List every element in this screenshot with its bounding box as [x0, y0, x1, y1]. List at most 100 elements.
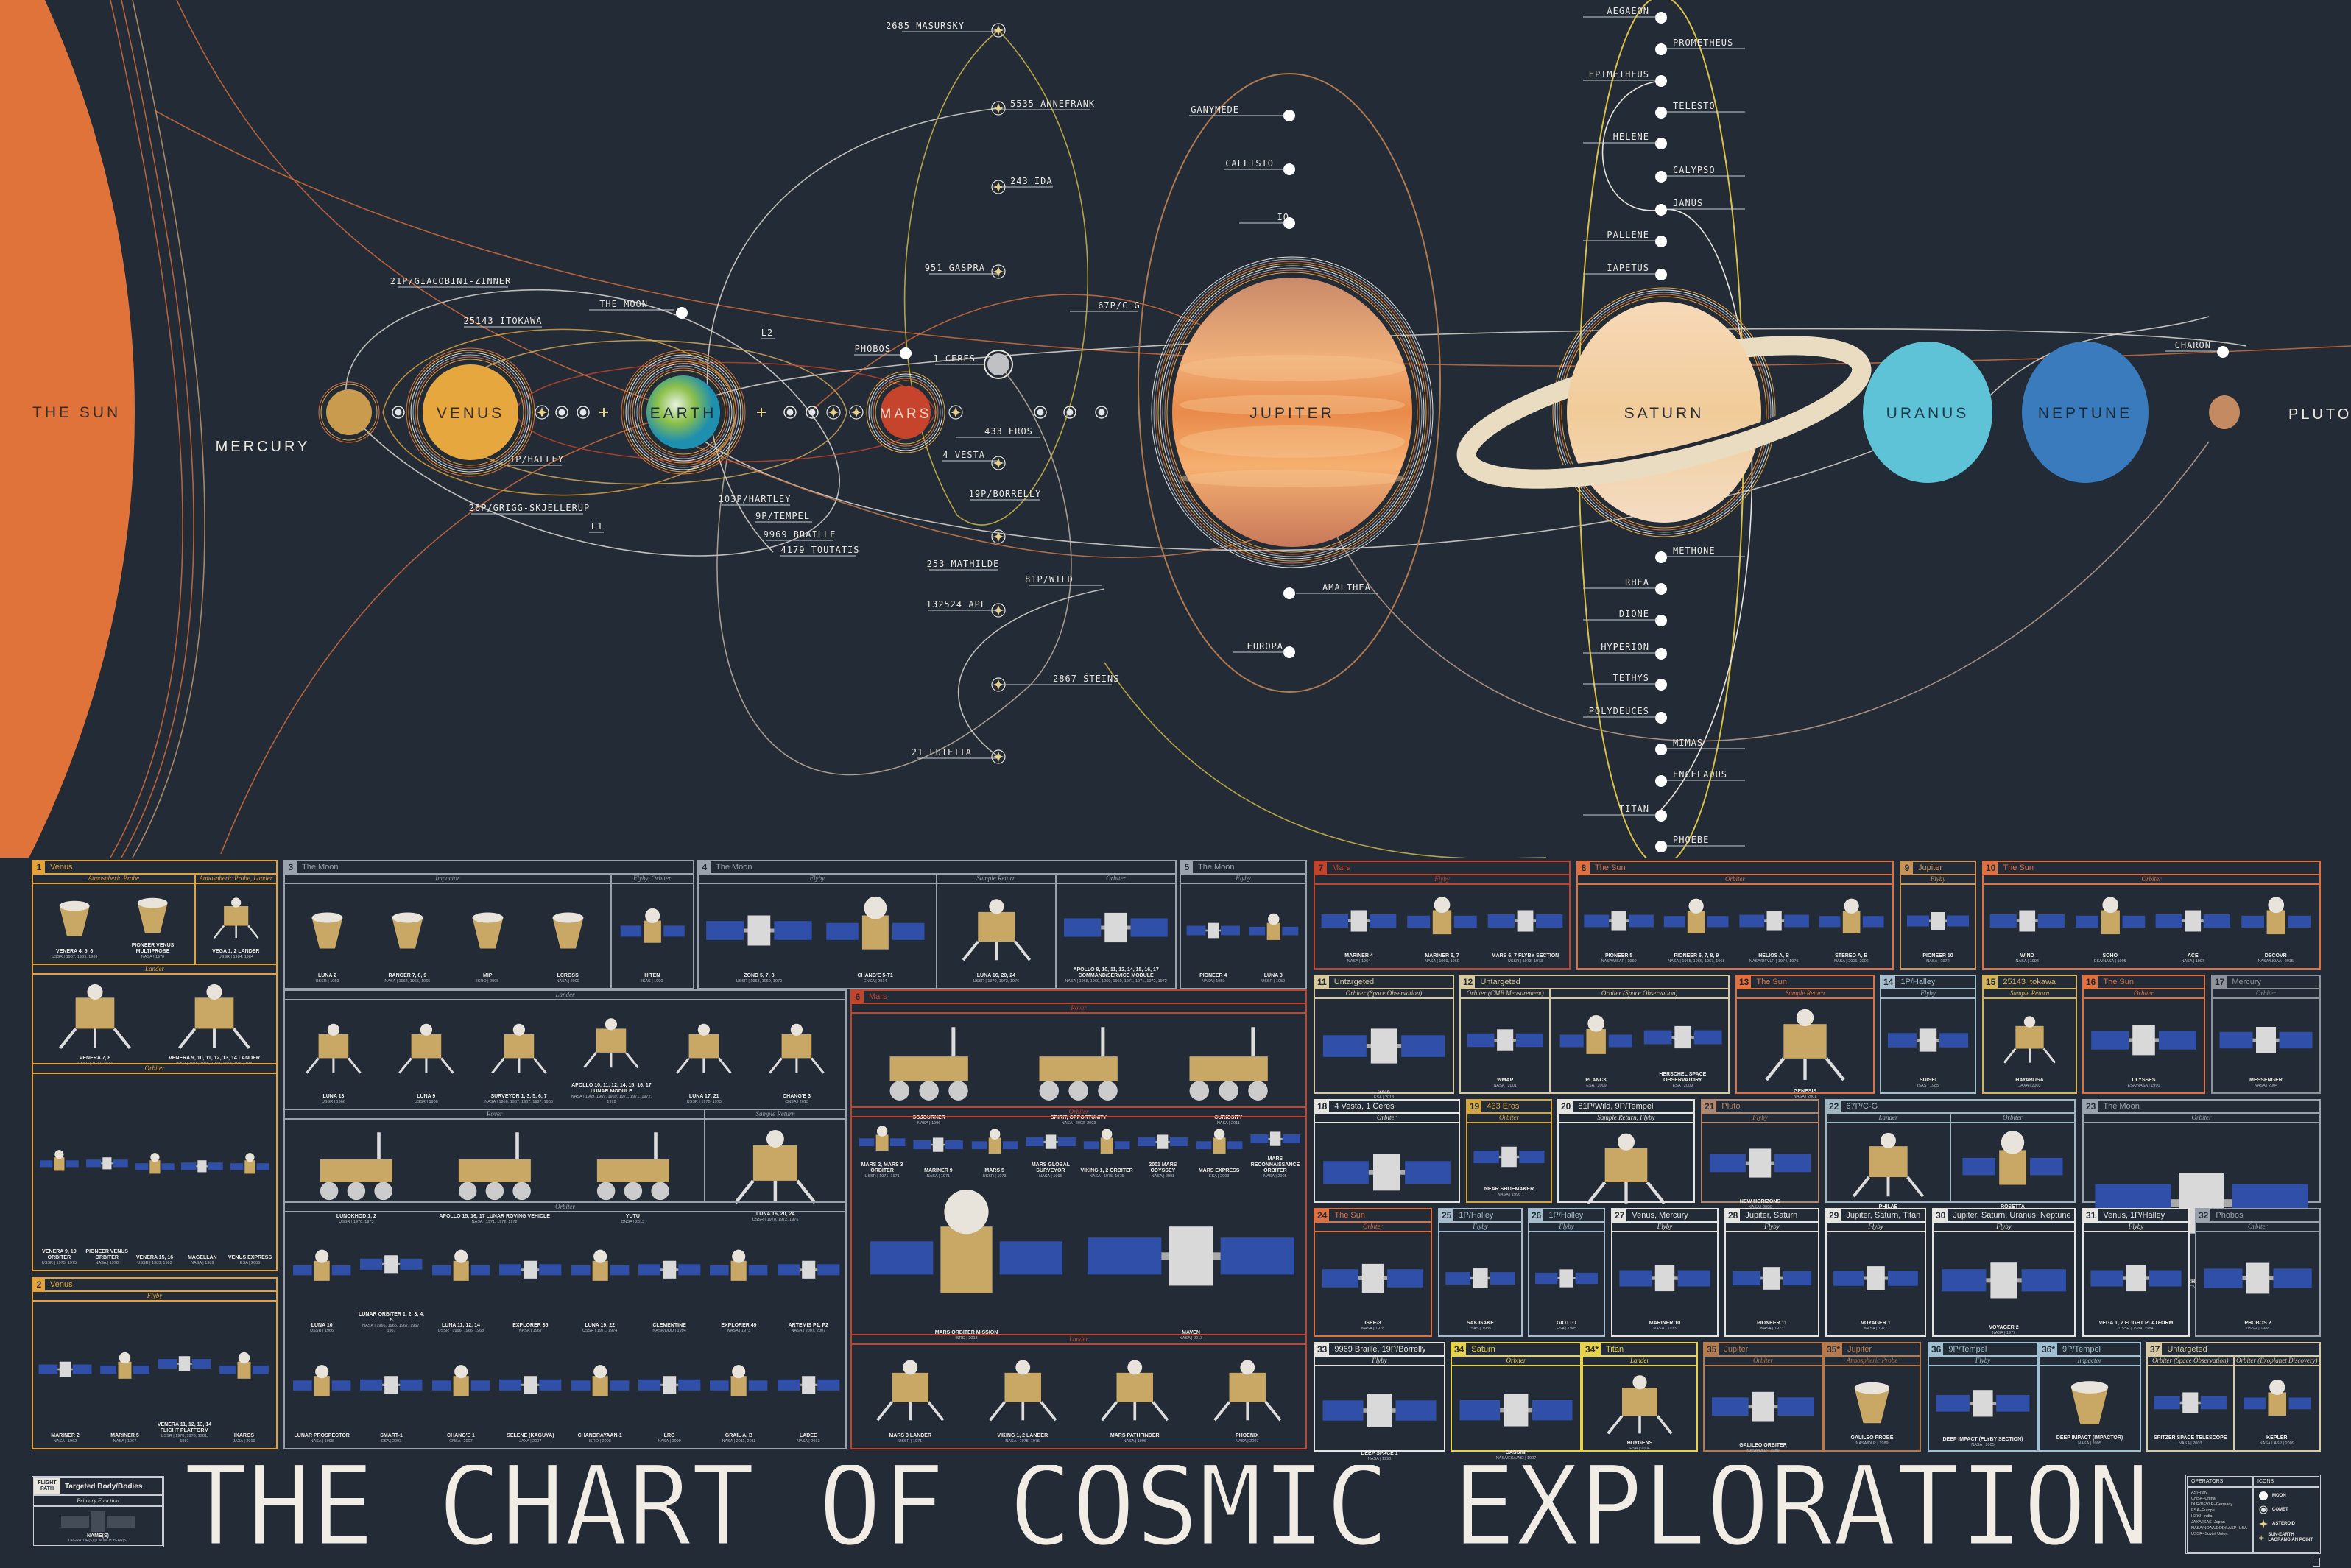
spacecraft-item[interactable]: MARINER 4 NASA | 1964 — [1317, 887, 1400, 966]
spacecraft-item[interactable]: SMART-1 ESA | 2003 — [356, 1335, 426, 1446]
spacecraft-item[interactable]: MARS EXPRESS ESA | 2003 — [1191, 1120, 1247, 1181]
prometheus-icon[interactable] — [1655, 43, 1667, 55]
ganymede-icon[interactable] — [1283, 110, 1295, 121]
spacecraft-item[interactable]: GIOTTO ESA | 1985 — [1532, 1235, 1601, 1333]
spacecraft-item[interactable]: PHOENIX NASA | 2007 — [1191, 1347, 1304, 1446]
titan-icon[interactable] — [1655, 810, 1667, 822]
spacecraft-item[interactable]: SUISEI ISAS | 1985 — [1883, 1001, 1973, 1090]
spacecraft-item[interactable]: NEAR SHOEMAKER NASA | 1996 — [1470, 1126, 1548, 1199]
9p-tempel-icon[interactable] — [806, 406, 819, 419]
spacecraft-item[interactable]: MARINER 5 NASA | 1967 — [95, 1304, 155, 1446]
spacecraft-item[interactable]: CURIOSITY NASA | 2011 — [1154, 1016, 1303, 1128]
spacecraft-item[interactable]: HUYGENS ESA | 2004 — [1585, 1369, 1694, 1453]
103p-hartley-icon[interactable] — [783, 406, 797, 419]
spacecraft-item[interactable]: PIONEER 11 NASA | 1973 — [1728, 1235, 1816, 1333]
iapetus-icon[interactable] — [1655, 269, 1667, 280]
io-icon[interactable] — [1283, 217, 1295, 229]
l2-icon[interactable] — [757, 408, 766, 417]
19p-borrelly-icon[interactable] — [1034, 406, 1047, 419]
spacecraft-item[interactable]: ACE NASA | 1997 — [2151, 887, 2235, 966]
spacecraft-item[interactable]: YUTU CNSA | 2013 — [564, 1122, 702, 1226]
spacecraft-item[interactable]: NEW HORIZONS NASA | 2006 — [1705, 1126, 1816, 1212]
spacecraft-item[interactable]: PIONEER 5 NASA/USAF | 1960 — [1580, 887, 1657, 966]
21p-giacobini-zinner-icon[interactable] — [392, 406, 405, 419]
spacecraft-item[interactable]: WMAP NASA | 2001 — [1463, 1001, 1547, 1090]
9969-braille-icon[interactable] — [826, 405, 841, 420]
2685-masursky-icon[interactable] — [991, 23, 1006, 38]
spacecraft-item[interactable]: MARS 3 LANDER USSR | 1971 — [854, 1347, 967, 1446]
spacecraft-item[interactable]: MARS 5 USSR | 1973 — [967, 1120, 1023, 1181]
enceladus-icon[interactable] — [1655, 775, 1667, 787]
spacecraft-item[interactable]: CHANG'E 1 CNSA | 2007 — [426, 1335, 496, 1446]
spacecraft-item[interactable]: VENERA 15, 16 USSR | 1983, 1983 — [131, 1076, 179, 1268]
spacecraft-item[interactable]: PIONEER VENUS MULTIPROBE NASA | 1978 — [113, 886, 191, 961]
4-vesta-icon[interactable] — [991, 456, 1006, 470]
spacecraft-item[interactable]: VENUS EXPRESS ESA | 2005 — [226, 1076, 274, 1268]
rhea-icon[interactable] — [1655, 583, 1667, 595]
spacecraft-item[interactable]: MESSENGER NASA | 2004 — [2215, 1001, 2317, 1090]
spacecraft-item[interactable]: LRO NASA | 2009 — [635, 1335, 704, 1446]
spacecraft-item[interactable]: IKAROS JAXA | 2010 — [214, 1304, 274, 1446]
81p-wild-icon[interactable] — [1095, 406, 1108, 419]
spacecraft-item[interactable]: VIKING 1, 2 LANDER NASA | 1975, 1975 — [967, 1347, 1079, 1446]
spacecraft-item[interactable]: DSCOVR NASA/NOAA | 2015 — [2235, 887, 2318, 966]
spacecraft-item[interactable]: MARINER 6, 7 NASA | 1969, 1969 — [1400, 887, 1484, 966]
5535-annefrank-icon[interactable] — [991, 101, 1006, 116]
spacecraft-item[interactable]: PIONEER 10 NASA | 1972 — [1903, 887, 1973, 966]
spacecraft-item[interactable]: LUNA 16, 20, 24 USSR | 1970, 1972, 1976 — [940, 886, 1054, 986]
spacecraft-item[interactable]: MAGELLAN NASA | 1989 — [178, 1076, 226, 1268]
the-moon-icon[interactable] — [676, 307, 688, 319]
spacecraft-item[interactable]: VOYAGER 1 NASA | 1977 — [1829, 1235, 1922, 1333]
spacecraft-item[interactable]: HELIOS A, B NASA/DFVLR | 1974, 1976 — [1735, 887, 1813, 966]
spacecraft-item[interactable]: MARINER 9 NASA | 1971 — [910, 1120, 966, 1181]
spacecraft-item[interactable]: LUNOKHOD 1, 2 USSR | 1970, 1973 — [287, 1122, 426, 1226]
spacecraft-item[interactable]: ROSETTAESA | 2004 — [1953, 1126, 2072, 1217]
spacecraft-item[interactable]: GALILEO PROBE NASA/DLR | 1989 — [1827, 1369, 1917, 1448]
spacecraft-item[interactable]: CHANG'E 5-T1 CNSA | 2014 — [817, 886, 934, 986]
spacecraft-item[interactable]: PIONEER 6, 7, 8, 9 NASA | 1965, 1966, 196… — [1657, 887, 1735, 966]
spacecraft-item[interactable]: MARINER 2 NASA | 1962 — [35, 1304, 95, 1446]
phoebe-icon[interactable] — [1655, 841, 1667, 852]
spacecraft-item[interactable]: APOLLO 8, 10, 11, 12, 14, 15, 16, 17 COM… — [1059, 886, 1173, 986]
calypso-icon[interactable] — [1655, 171, 1667, 183]
spacecraft-item[interactable]: MARS GLOBAL SURVEYOR NASA | 1996 — [1023, 1120, 1079, 1181]
spacecraft-item[interactable]: LUNAR PROSPECTOR NASA | 1998 — [287, 1335, 356, 1446]
spacecraft-item[interactable]: WIND NASA | 1994 — [1986, 887, 2069, 966]
spacecraft-item[interactable]: CLEMENTINE NASA/DOD | 1994 — [635, 1215, 704, 1336]
spacecraft-item[interactable]: HAYABUSA JAXA | 2003 — [1986, 1001, 2073, 1090]
spacecraft-item[interactable]: VENERA 9, 10, 11, 12, 13, 14 LANDER USSR … — [155, 977, 274, 1068]
spacecraft-item[interactable]: CHANG'E 3 CNSA | 2013 — [750, 1003, 843, 1106]
1p-halley-icon[interactable] — [555, 406, 568, 419]
spacecraft-item[interactable]: GENESIS NASA | 2001 — [1739, 1001, 1871, 1101]
spacecraft-item[interactable]: MARS RECONNAISSANCE ORBITER NASA | 2005 — [1247, 1120, 1303, 1181]
methone-icon[interactable] — [1655, 551, 1667, 563]
spacecraft-item[interactable]: VEGA 1, 2 LANDER USSR | 1984, 1984 — [198, 886, 274, 961]
spacecraft-item[interactable]: VENERA 7, 8 USSR | 1970, 1972 — [35, 977, 155, 1068]
1-ceres-icon[interactable] — [984, 350, 1013, 379]
spacecraft-item[interactable]: LUNA 16, 20, 24 USSR | 1970, 1972, 1976 — [708, 1122, 843, 1224]
spacecraft-item[interactable]: LUNA 2 USSR | 1959 — [287, 886, 367, 986]
253-mathilde-icon[interactable] — [991, 529, 1006, 544]
25143-itokawa-icon[interactable] — [535, 405, 549, 420]
spacecraft-item[interactable]: LCROSS NASA | 2009 — [528, 886, 608, 986]
spacecraft-item[interactable]: ULYSSES ESA/NASA | 1990 — [2086, 1001, 2202, 1090]
hyperion-icon[interactable] — [1655, 648, 1667, 660]
spacecraft-item[interactable]: LUNA 9 USSR | 1966 — [380, 1003, 473, 1106]
polydeuces-icon[interactable] — [1655, 712, 1667, 724]
spacecraft-item[interactable]: ISEE-3 NASA | 1978 — [1317, 1235, 1428, 1333]
spacecraft-item[interactable]: PHOBOS 2 USSR | 1988 — [2199, 1235, 2317, 1333]
67p-c-g-icon[interactable] — [1063, 406, 1076, 419]
spacecraft-item[interactable]: APOLLO 10, 11, 12, 14, 15, 16, 17 LUNAR … — [565, 1003, 658, 1106]
helene-icon[interactable] — [1655, 138, 1667, 149]
spacecraft-item[interactable]: LUNA 19, 22 USSR | 1971, 1974 — [565, 1215, 635, 1336]
spacecraft-item[interactable]: PIONEER 4 NASA | 1959 — [1183, 886, 1244, 986]
spacecraft-item[interactable]: MARS 6, 7 FLYBY SECTION USSR | 1973, 1973 — [1484, 887, 1567, 966]
spacecraft-item[interactable]: LUNAR ORBITER 1, 2, 3, 4, 5 NASA | 1966, … — [356, 1215, 426, 1336]
spacecraft-item[interactable]: PLANCK ESA | 2009 — [1553, 1001, 1639, 1090]
spacecraft-item[interactable]: SPITZER SPACE TELESCOPE NASA | 2003 — [2150, 1369, 2231, 1448]
mimas-icon[interactable] — [1655, 744, 1667, 755]
janus-icon[interactable] — [1655, 204, 1667, 216]
spacecraft-item[interactable]: ZOND 5, 7, 8 USSR | 1968, 1969, 1970 — [701, 886, 817, 986]
tethys-icon[interactable] — [1655, 679, 1667, 691]
spacecraft-item[interactable]: SOJOURNER NASA | 1996 — [854, 1016, 1004, 1128]
